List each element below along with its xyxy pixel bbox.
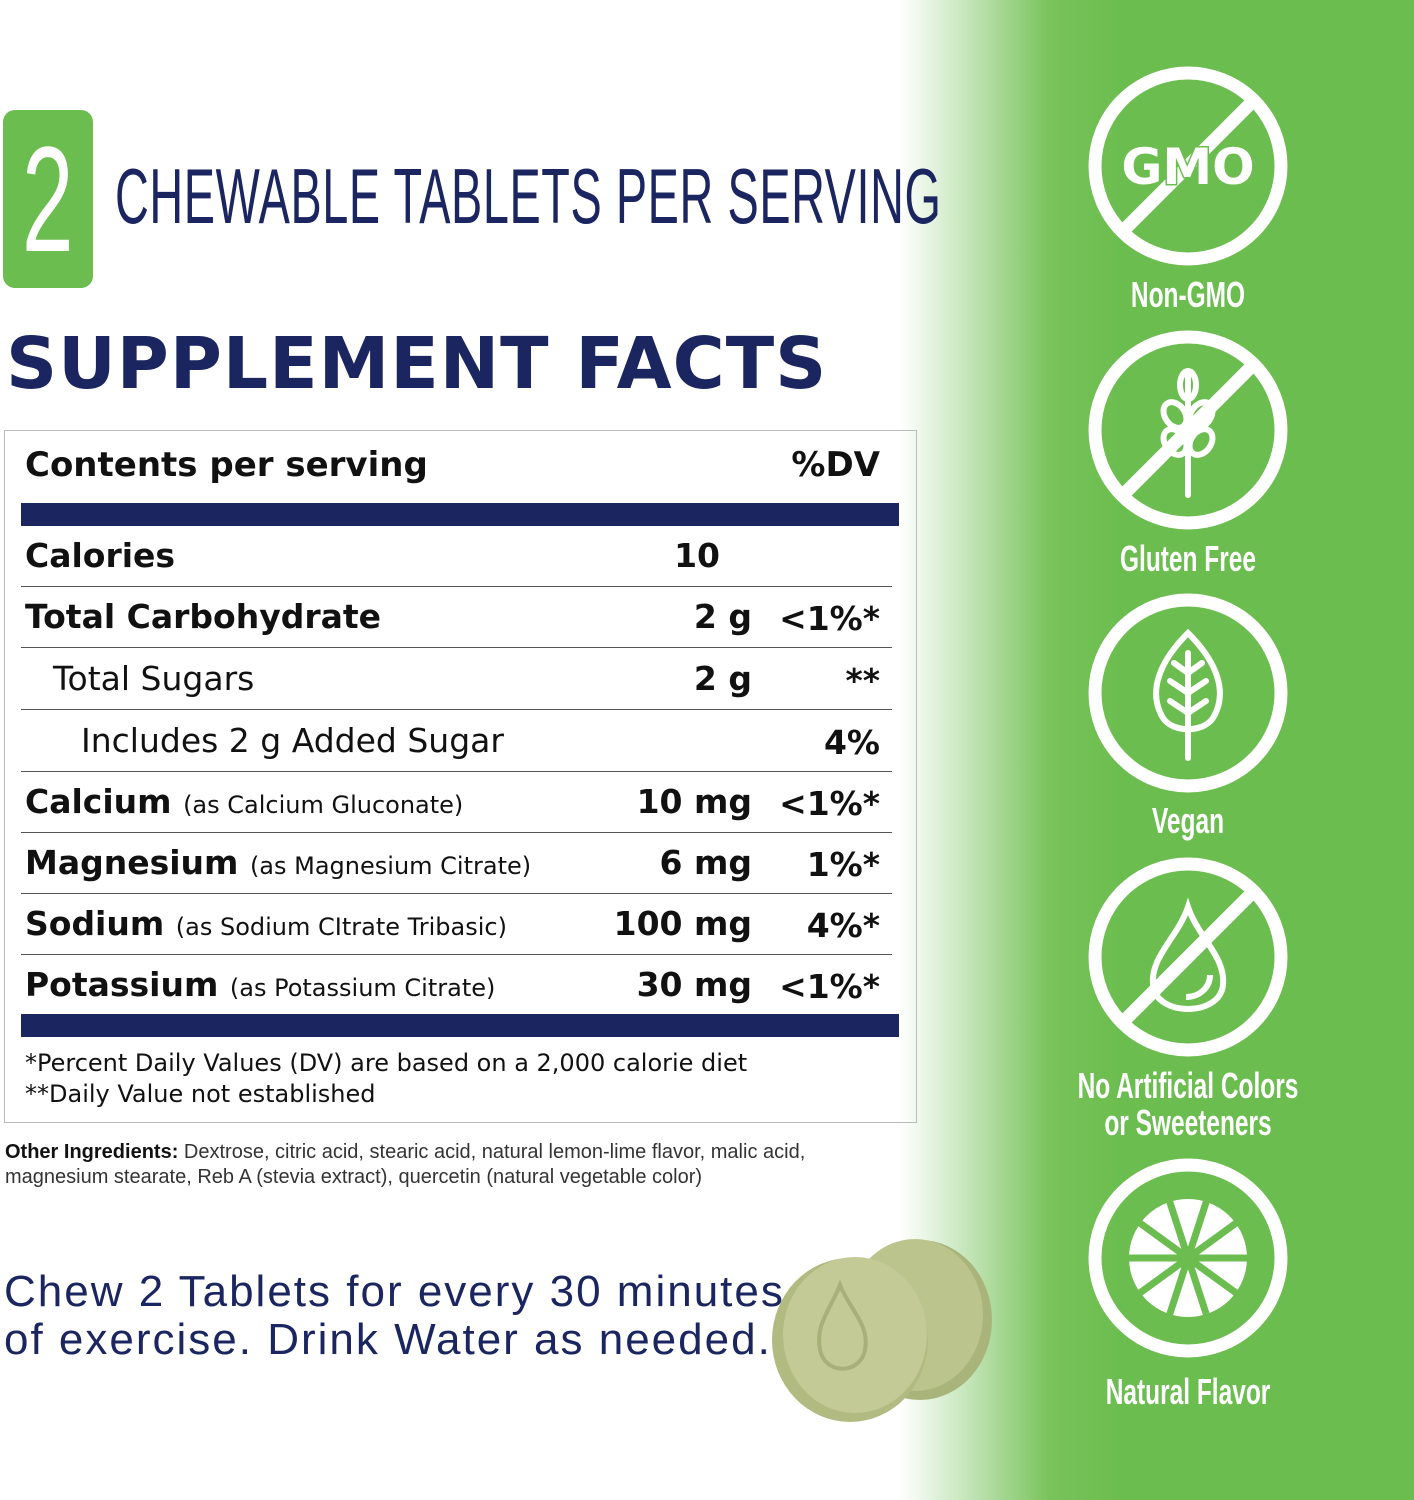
badge-label-no-artificial-1: No Artificial Colors (1077, 1065, 1299, 1106)
nutrient-dv: 4%* (806, 906, 880, 945)
serving-label: CHEWABLE TABLETS PER SERVING (115, 152, 942, 240)
badge-vegan (1088, 593, 1288, 793)
nutrient-dv: 1%* (806, 845, 880, 884)
table-row: Includes 2 g Added Sugar 4% (21, 711, 892, 772)
nutrient-name: Includes 2 g Added Sugar (81, 721, 504, 760)
nutrient-name: Calories (25, 536, 175, 575)
table-row: Magnesium (as Magnesium Citrate) 6 mg 1%… (21, 833, 892, 894)
badge-label-natural-flavor: Natural Flavor (1105, 1371, 1271, 1412)
nutrient-label: Sodium (25, 904, 165, 943)
badge-non-gmo: GMO (1088, 66, 1288, 266)
citrus-segment-line (1184, 1256, 1211, 1319)
badge-gluten-free (1088, 330, 1288, 530)
header-dv: %DV (791, 445, 880, 485)
nutrient-label: Total Carbohydrate (25, 597, 382, 636)
citrus-segment-line (1185, 1255, 1241, 1298)
nutrient-dv: <1%* (779, 967, 880, 1006)
nutrient-amount: 6 mg (659, 843, 752, 882)
nutrient-label: Total Sugars (53, 659, 255, 698)
page-title: SUPPLEMENT FACTS (6, 322, 828, 405)
citrus-segment-line (1184, 1197, 1211, 1260)
nutrient-amount: 10 (674, 536, 720, 575)
badge-label-non-gmo: Non-GMO (1130, 274, 1246, 315)
nutrient-dv: ** (845, 661, 880, 700)
citrus-slice-icon (1088, 1158, 1288, 1358)
table-row: Total Sugars 2 g ** (21, 649, 892, 710)
table-row: Calcium (as Calcium Gluconate) 10 mg <1%… (21, 772, 892, 833)
nutrient-dv: 4% (823, 723, 880, 762)
table-row: Sodium (as Sodium CItrate Tribasic) 100 … (21, 894, 892, 955)
vegan-leaf-icon (1088, 593, 1288, 793)
nutrient-amount: 30 mg (636, 965, 752, 1004)
ingredients-text: Dextrose, citric acid, stearic acid, nat… (5, 1141, 806, 1188)
nutrient-label: Calories (25, 536, 176, 575)
nutrient-name: Potassium (as Potassium Citrate) (25, 965, 495, 1004)
svg-text:GMO: GMO (1121, 138, 1254, 196)
table-row: Potassium (as Potassium Citrate) 30 mg <… (21, 955, 892, 1016)
nutrient-amount: 100 mg (613, 904, 752, 943)
nutrient-source: (as Magnesium Citrate) (249, 852, 532, 880)
table-row: Calories 10 (21, 526, 892, 587)
nutrient-name: Calcium (as Calcium Gluconate) (25, 782, 463, 821)
nutrient-label: Calcium (25, 782, 172, 821)
citrus-segment-line (1165, 1197, 1192, 1260)
nutrient-amount: 2 g (693, 597, 752, 636)
no-artificial-drop-icon (1088, 857, 1288, 1057)
citrus-segment-line (1135, 1255, 1191, 1298)
citrus-segment-line (1135, 1218, 1191, 1261)
badge-no-artificial (1088, 857, 1288, 1057)
nutrient-amount: 2 g (693, 659, 752, 698)
directions: Chew 2 Tablets for every 30 minutes of e… (4, 1268, 785, 1364)
nutrient-source: (as Sodium CItrate Tribasic) (175, 913, 507, 941)
nutrient-name: Magnesium (as Magnesium Citrate) (25, 843, 531, 882)
other-ingredients: Other Ingredients: Dextrose, citric acid… (5, 1140, 905, 1190)
nutrient-dv: <1%* (779, 599, 880, 638)
serving-count-badge: 2 (3, 110, 93, 288)
tablets-image (772, 1239, 992, 1422)
header-contents: Contents per serving (25, 445, 428, 485)
badge-label-gluten-free: Gluten Free (1119, 538, 1257, 579)
serving-count: 2 (22, 115, 74, 283)
nutrient-source: (as Calcium Gluconate) (183, 791, 464, 819)
nutrient-label: Potassium (25, 965, 219, 1004)
badge-label-no-artificial-2: or Sweeteners (1104, 1102, 1272, 1143)
gluten-free-wheat-icon (1088, 330, 1288, 530)
nutrient-dv: <1%* (779, 784, 880, 823)
directions-line-1: Chew 2 Tablets for every 30 minutes (4, 1267, 785, 1316)
citrus-segment-line (1165, 1256, 1192, 1319)
footer-divider-bar (21, 1014, 899, 1037)
header-divider-bar (21, 503, 899, 526)
footnote-1: *Percent Daily Values (DV) are based on … (25, 1049, 748, 1077)
nutrient-amount: 10 mg (636, 782, 752, 821)
supplement-facts-table: Contents per serving %DV Calories 10 Tot… (4, 430, 917, 1123)
no-gmo-icon: GMO (1088, 66, 1288, 266)
badge-label-vegan: Vegan (1151, 800, 1225, 841)
nutrient-name: Total Sugars (53, 659, 254, 698)
nutrient-source: (as Potassium Citrate) (229, 974, 496, 1002)
nutrient-name: Sodium (as Sodium CItrate Tribasic) (25, 904, 507, 943)
drop-emboss-icon (817, 1279, 868, 1371)
nutrient-label: Magnesium (25, 843, 239, 882)
badge-natural-flavor (1088, 1158, 1288, 1358)
directions-line-2: of exercise. Drink Water as needed. (4, 1315, 772, 1364)
ingredients-label: Other Ingredients: (5, 1141, 179, 1163)
nutrient-label: Includes 2 g Added Sugar (81, 721, 504, 760)
table-row: Total Carbohydrate 2 g <1%* (21, 587, 892, 648)
citrus-segment-line (1185, 1218, 1241, 1261)
nutrient-name: Total Carbohydrate (25, 597, 381, 636)
footnote-2: **Daily Value not established (25, 1080, 376, 1108)
